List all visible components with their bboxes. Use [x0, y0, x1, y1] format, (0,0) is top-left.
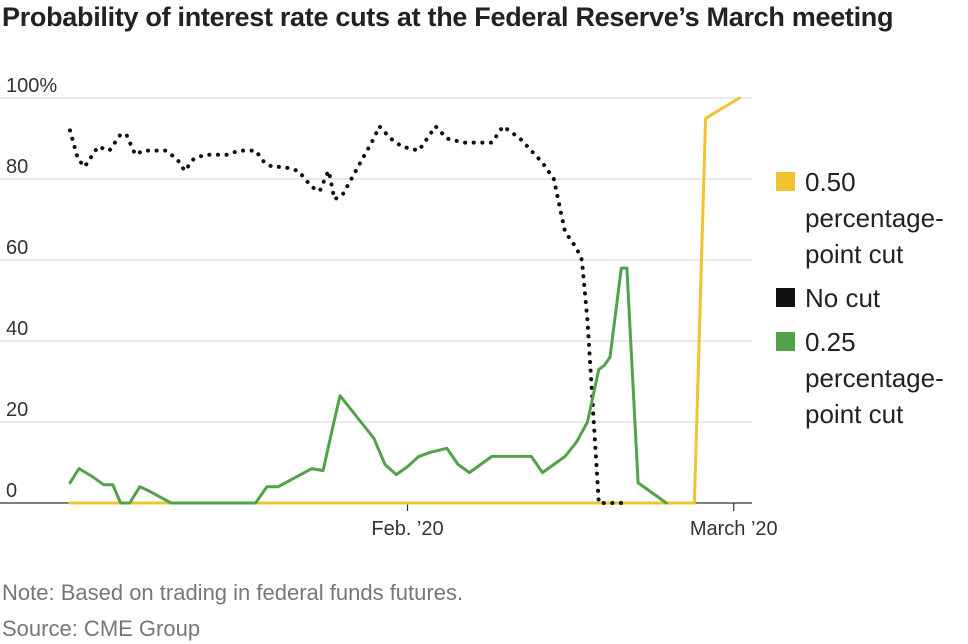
legend-label: 0.50 — [805, 167, 856, 197]
footnote: Note: Based on trading in federal funds … — [2, 580, 464, 605]
legend-label: point cut — [805, 239, 904, 269]
series-line-1 — [68, 124, 629, 505]
legend-swatch-1 — [776, 288, 795, 307]
legend-swatch-2 — [776, 332, 795, 351]
y-tick-label: 60 — [6, 237, 28, 259]
x-axis: Feb. ’20 March ’20 — [0, 502, 778, 540]
legend-label: No cut — [805, 283, 881, 313]
legend-label: percentage- — [805, 203, 944, 233]
grid-lines — [0, 97, 752, 423]
x-tick-label: Feb. ’20 — [371, 518, 443, 540]
legend: 0.50 percentage-point cut No cut 0.25 percen… — [776, 167, 944, 429]
legend-label: point cut — [805, 399, 904, 429]
legend-label: percentage- — [805, 363, 944, 393]
legend-swatch-0 — [776, 172, 795, 191]
x-tick-label: March ’20 — [690, 518, 778, 540]
y-axis-ticks: 100% 80 60 40 20 0 — [6, 75, 57, 502]
y-tick-label: 100% — [6, 75, 57, 97]
chart-title: Probability of interest rate cuts at the… — [2, 2, 894, 32]
y-tick-label: 20 — [6, 399, 28, 421]
series-lines — [68, 96, 741, 505]
y-tick-label: 80 — [6, 156, 28, 178]
series-line-2 — [68, 266, 668, 505]
y-tick-label: 0 — [6, 480, 17, 502]
series-line-0 — [68, 96, 741, 505]
source-note: Source: CME Group — [2, 616, 201, 641]
legend-label: 0.25 — [805, 327, 856, 357]
y-tick-label: 40 — [6, 318, 28, 340]
